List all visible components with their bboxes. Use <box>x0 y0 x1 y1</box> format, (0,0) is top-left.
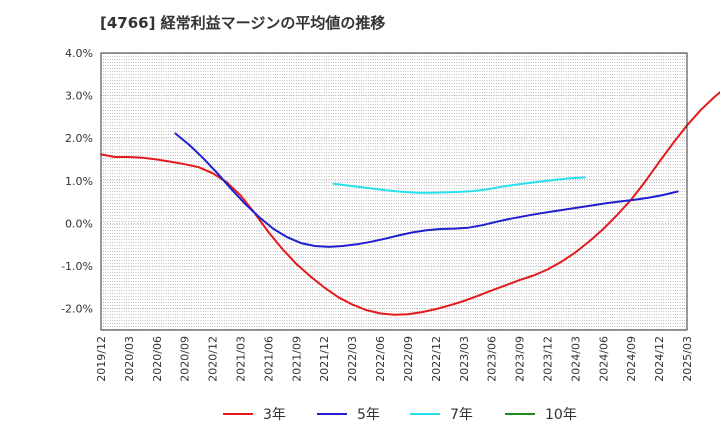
y-tick-label: -2.0% <box>61 303 93 316</box>
y-axis-ticks: 4.0% 3.0% 2.0% 1.0% 0.0% -1.0% -2.0% <box>61 47 93 316</box>
x-tick-label: 2022/09 <box>402 336 415 382</box>
x-tick-label: 2024/03 <box>569 336 582 382</box>
legend-label: 10年 <box>545 407 577 423</box>
y-tick-label: 3.0% <box>65 90 93 103</box>
x-tick-label: 2023/12 <box>541 336 554 382</box>
y-tick-label: -1.0% <box>61 260 93 273</box>
legend-label: 7年 <box>450 407 473 423</box>
x-tick-label: 2024/12 <box>653 336 666 382</box>
x-tick-label: 2020/06 <box>151 336 164 382</box>
x-tick-label: 2025/03 <box>681 336 694 382</box>
x-tick-label: 2023/09 <box>514 336 527 382</box>
x-tick-label: 2021/06 <box>262 336 275 382</box>
series-line-7年 <box>332 176 586 194</box>
x-tick-label: 2024/06 <box>597 336 610 382</box>
y-tick-label: 1.0% <box>65 175 93 188</box>
y-tick-label: 2.0% <box>65 132 93 145</box>
x-tick-label: 2020/09 <box>179 336 192 382</box>
x-tick-label: 2022/12 <box>430 336 443 382</box>
series-line-3年 <box>100 91 720 316</box>
y-tick-label: 4.0% <box>65 47 93 60</box>
series-layer <box>100 91 720 316</box>
x-tick-label: 2019/12 <box>95 336 108 382</box>
x-tick-label: 2023/06 <box>486 336 499 382</box>
x-tick-label: 2024/09 <box>625 336 638 382</box>
legend-label: 5年 <box>357 407 380 423</box>
x-tick-label: 2020/03 <box>123 336 136 382</box>
y-tick-label: 0.0% <box>65 217 93 230</box>
x-tick-label: 2021/09 <box>290 336 303 382</box>
x-tick-label: 2022/03 <box>346 336 359 382</box>
x-tick-label: 2022/06 <box>374 336 387 382</box>
x-tick-label: 2020/12 <box>207 336 220 382</box>
x-axis-ticks: 2019/12 2020/03 2020/06 2020/09 2020/12 2021/… <box>95 336 694 382</box>
legend: 3年 5年 7年 10年 <box>223 407 577 423</box>
chart-title: [4766] 経常利益マージンの平均値の推移 <box>100 14 386 32</box>
x-tick-label: 2023/03 <box>458 336 471 382</box>
legend-label: 3年 <box>263 407 286 423</box>
x-tick-label: 2021/12 <box>318 336 331 382</box>
grid-layer <box>100 52 688 330</box>
plot-frame <box>100 52 688 331</box>
x-tick-label: 2021/03 <box>235 336 248 382</box>
series-line-5年 <box>174 132 679 248</box>
